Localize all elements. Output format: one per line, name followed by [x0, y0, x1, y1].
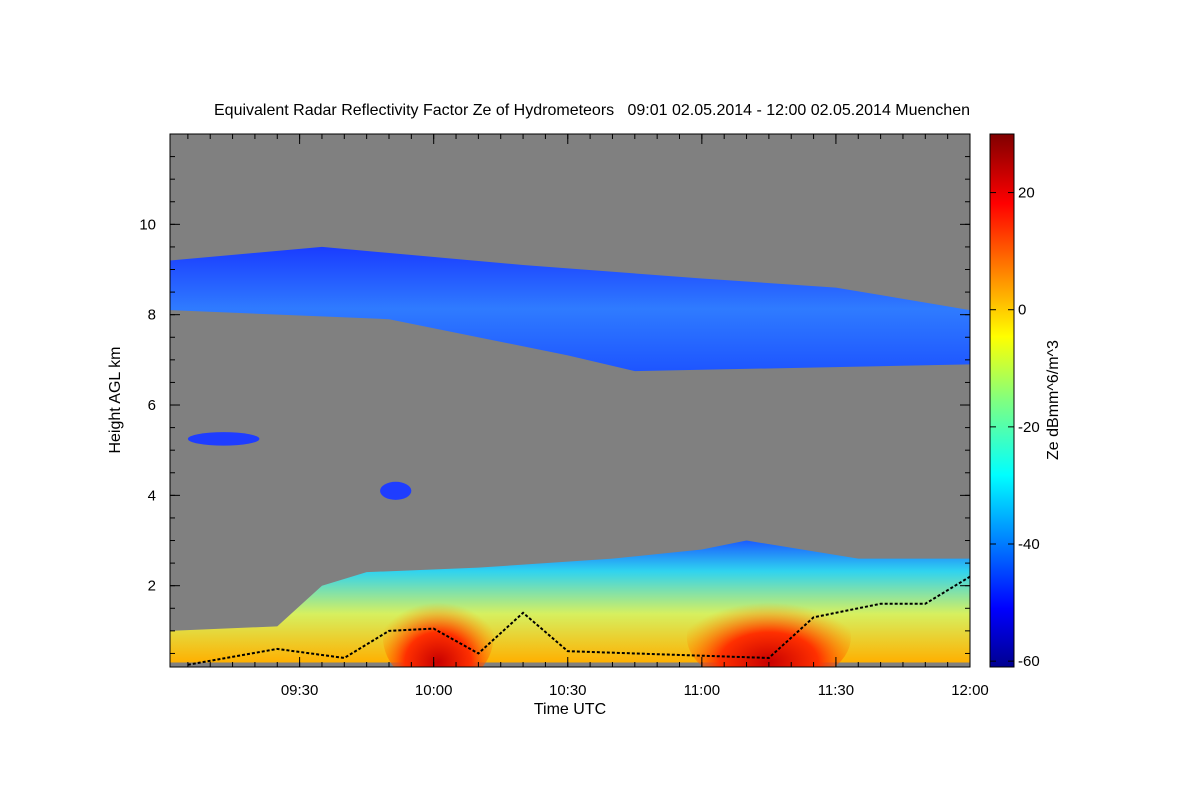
colorbar-tick-label: -60	[1018, 653, 1040, 670]
y-tick-label: 2	[148, 578, 156, 595]
plot-frame	[169, 133, 971, 668]
small-cloud	[187, 432, 260, 446]
y-tick-label: 10	[139, 216, 156, 233]
colorbar-tick-label: 20	[1018, 185, 1035, 202]
y-tick-label: 8	[148, 307, 156, 324]
colorbar-label: Ze dBmm^6/m^3	[1045, 340, 1062, 460]
y-tick-label: 6	[148, 397, 156, 414]
upper-cloud-layer	[170, 246, 970, 372]
x-axis-label: Time UTC	[534, 701, 606, 718]
x-axis: 09:30 10:00 10:30 11:00 11:30 12:00	[187, 134, 989, 699]
x-tick-label: 11:00	[684, 682, 720, 699]
x-tick-label: 10:00	[415, 682, 453, 699]
y-axis: 2 4 6 8 10	[139, 156, 970, 654]
black-line	[187, 575, 970, 666]
colorbar	[989, 133, 1015, 668]
x-tick-label: 09:30	[281, 682, 319, 699]
precipitation-core	[382, 587, 494, 667]
x-tick-label: 12:00	[951, 682, 989, 699]
colorbar-tick-label: 0	[1018, 302, 1026, 319]
y-axis-label: Height AGL km	[107, 346, 124, 453]
colorbar-axis: 20 0 -20 -40 -60	[990, 185, 1040, 670]
small-cloud	[380, 481, 412, 500]
precipitation-core	[686, 587, 851, 667]
black-line-series	[187, 575, 970, 666]
colorbar-tick-label: -40	[1018, 536, 1040, 553]
colorbar-tick-label: -20	[1018, 419, 1040, 436]
chart-title: Equivalent Radar Reflectivity Factor Ze …	[214, 102, 970, 119]
x-tick-label: 11:30	[818, 682, 854, 699]
y-tick-label: 4	[148, 487, 156, 504]
x-tick-label: 10:30	[549, 682, 587, 699]
